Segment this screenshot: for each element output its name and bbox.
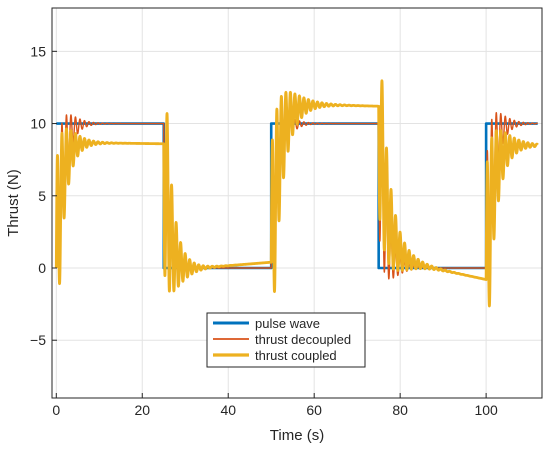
- y-tick-label: 5: [38, 188, 46, 204]
- x-axis-label: Time (s): [270, 427, 324, 444]
- legend-label-pulse-wave: pulse wave: [255, 316, 320, 331]
- series-line-thrust-decoupled: [55, 112, 539, 280]
- series-layer: [54, 79, 540, 308]
- axis-ticks: 0 20 40 60 80 100 −5 0 5 10 15: [30, 43, 498, 418]
- legend-label-thrust-decoupled: thrust decoupled: [255, 332, 351, 347]
- x-tick-label: 20: [134, 402, 150, 418]
- y-tick-label: 10: [30, 116, 46, 132]
- legend-label-thrust-coupled: thrust coupled: [255, 348, 337, 363]
- x-tick-label: 0: [52, 402, 60, 418]
- x-tick-label: 100: [474, 402, 498, 418]
- series-line-thrust-coupled: [54, 79, 540, 308]
- x-tick-label: 60: [306, 402, 322, 418]
- x-tick-label: 40: [220, 402, 236, 418]
- y-tick-label: 0: [38, 260, 46, 276]
- y-tick-label: −5: [30, 332, 46, 348]
- plot-frame: [51, 7, 543, 399]
- y-tick-label: 15: [30, 43, 46, 59]
- y-axis-label: Thrust (N): [5, 169, 22, 237]
- x-tick-label: 80: [392, 402, 408, 418]
